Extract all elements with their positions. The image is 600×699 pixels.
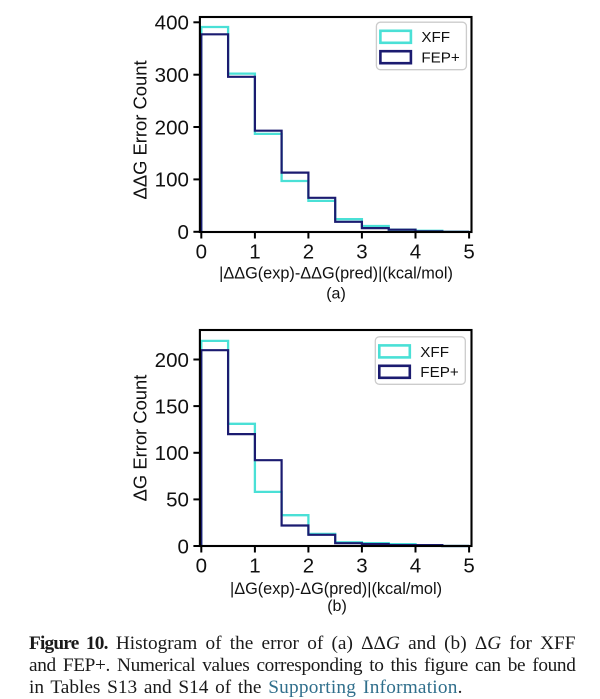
svg-text:200: 200 [155, 116, 189, 139]
svg-text:3: 3 [356, 241, 367, 264]
svg-text:0: 0 [196, 555, 207, 578]
svg-text:ΔG Error Count: ΔG Error Count [130, 375, 151, 502]
svg-text:4: 4 [410, 555, 421, 578]
svg-text:0: 0 [177, 221, 188, 244]
svg-text:|ΔG(exp)-ΔG(pred)|(kcal/mol): |ΔG(exp)-ΔG(pred)|(kcal/mol) [230, 580, 442, 598]
svg-text:400: 400 [155, 12, 189, 35]
svg-text:0: 0 [177, 535, 188, 558]
svg-text:5: 5 [463, 241, 474, 264]
svg-text:100: 100 [155, 442, 189, 465]
svg-text:1: 1 [249, 555, 260, 578]
svg-text:100: 100 [155, 169, 189, 192]
svg-text:150: 150 [155, 395, 189, 418]
svg-text:0: 0 [196, 241, 207, 264]
svg-text:XFF: XFF [420, 344, 449, 361]
svg-text:(b): (b) [327, 598, 347, 615]
svg-text:(a): (a) [326, 286, 346, 303]
svg-text:|ΔΔG(exp)-ΔΔG(pred)|(kcal/mol): |ΔΔG(exp)-ΔΔG(pred)|(kcal/mol) [219, 264, 453, 282]
svg-text:50: 50 [166, 489, 189, 512]
svg-text:FEP+: FEP+ [421, 50, 460, 67]
svg-text:200: 200 [155, 349, 189, 372]
svg-text:XFF: XFF [421, 29, 450, 46]
svg-text:2: 2 [303, 555, 314, 578]
svg-text:3: 3 [356, 555, 367, 578]
svg-text:1: 1 [249, 241, 260, 264]
svg-text:ΔΔG Error Count: ΔΔG Error Count [130, 60, 151, 199]
svg-text:5: 5 [463, 555, 474, 578]
svg-text:4: 4 [410, 241, 421, 264]
svg-text:300: 300 [155, 64, 189, 87]
svg-text:FEP+: FEP+ [420, 364, 459, 381]
svg-text:2: 2 [303, 241, 314, 264]
